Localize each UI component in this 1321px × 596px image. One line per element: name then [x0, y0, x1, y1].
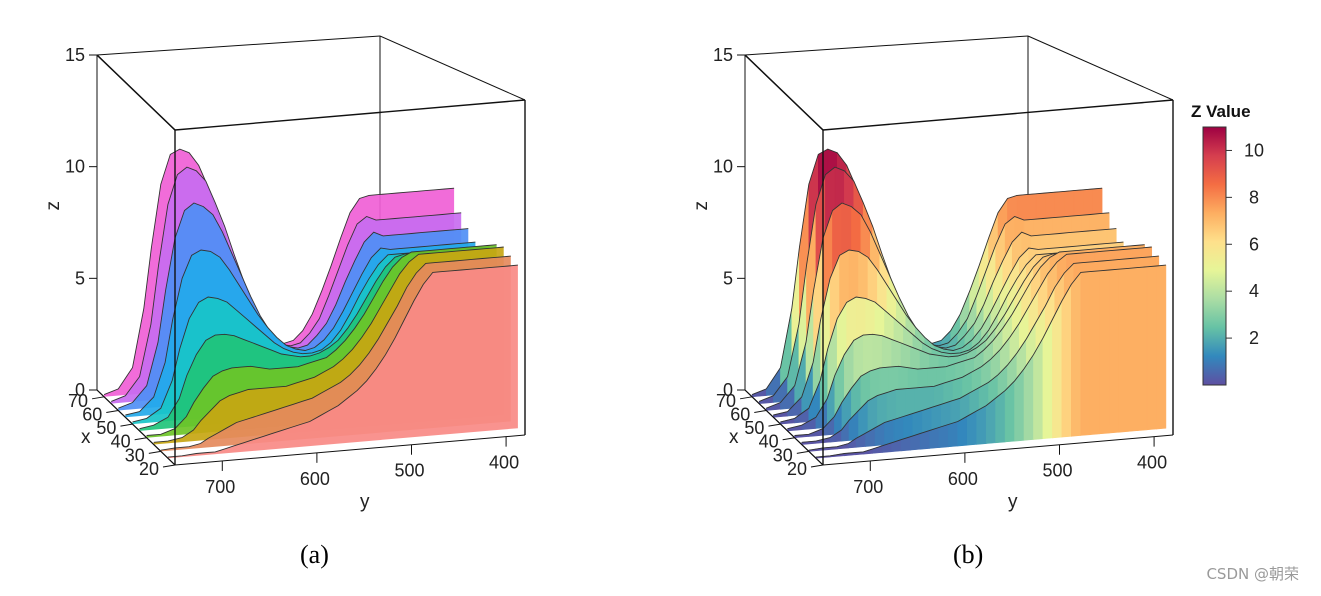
ribbon-strip [1118, 268, 1129, 433]
ribbon-series [103, 148, 518, 459]
x-tick-label: 50 [744, 418, 764, 438]
z-tick-label: 10 [713, 157, 733, 177]
ribbon-series [751, 148, 1167, 459]
y-tick-label: 400 [489, 453, 519, 473]
x-tick-label: 40 [111, 432, 131, 452]
y-tick-label: 600 [948, 469, 978, 489]
x-axis-label: x [81, 427, 91, 448]
ribbon-strip [995, 389, 1006, 444]
ribbon-outline [125, 241, 476, 416]
ribbon-strip [948, 421, 959, 448]
z-tick-label: 0 [723, 380, 733, 400]
ribbon-outline [118, 202, 469, 409]
x-tick-label: 70 [716, 391, 736, 411]
ribbon-strip [1089, 270, 1100, 435]
z-axis-label: z [691, 201, 712, 211]
z-tick-label: 5 [75, 268, 85, 288]
colorbar-title: Z Value [1191, 102, 1251, 121]
ribbon-outline [815, 264, 1166, 458]
x-axis-label: x [729, 427, 739, 448]
ribbon-strip [929, 427, 940, 449]
ribbon-strip [1080, 271, 1091, 436]
y-tick-label: 500 [1042, 461, 1072, 481]
ribbon-strip [1137, 266, 1148, 431]
colorbar-tick-label: 4 [1249, 281, 1259, 301]
ribbon-strip [884, 419, 895, 446]
colorbar-tick-label: 2 [1249, 328, 1259, 348]
ribbon-strip [1127, 267, 1138, 432]
ribbon-strip [1004, 380, 1015, 443]
ribbon-x-25 [167, 264, 518, 459]
ribbon-outline [160, 255, 511, 451]
colorbar: Z Value 2 4 6 8 10 [1191, 102, 1264, 386]
y-tick-label: 400 [1137, 453, 1167, 473]
watermark: CSDN @朝荣 [1206, 565, 1299, 583]
ribbon-outline [167, 264, 518, 458]
x-tick-label: 60 [730, 404, 750, 424]
ribbon-strip [966, 410, 978, 446]
ribbon-outline [808, 255, 1159, 451]
z-axis-label: z [43, 201, 64, 211]
y-axis: 700 600 500 400 y [853, 436, 1167, 513]
box-front-edges [744, 54, 1174, 466]
colorbar-tick-label: 8 [1249, 187, 1259, 207]
ribbon-outline [153, 246, 504, 443]
z-tick-label: 0 [75, 380, 85, 400]
ribbon-strip [1042, 319, 1053, 440]
colorbar-gradient [1202, 126, 1227, 386]
ribbon-strip [1033, 337, 1044, 440]
x-tick-label: 70 [68, 391, 88, 411]
y-axis-label: y [1008, 492, 1018, 513]
ribbon-strip [1108, 268, 1119, 434]
y-tick-label: 500 [394, 461, 424, 481]
colorbar-tick-label: 6 [1249, 234, 1259, 254]
x-tick-label: 40 [759, 432, 779, 452]
y-tick-label: 600 [300, 469, 330, 489]
ribbon-outline [759, 166, 1110, 402]
ribbon-strip [1146, 265, 1157, 431]
x-tick-label: 60 [82, 404, 102, 424]
x-tick-label: 30 [773, 445, 793, 465]
x-tick-label: 30 [125, 445, 145, 465]
ribbon-strip [1071, 271, 1082, 437]
ribbon-fill [167, 265, 518, 459]
y-tick-label: 700 [853, 477, 883, 497]
z-tick-label: 10 [65, 157, 85, 177]
ribbon-outline [773, 241, 1124, 416]
y-tick-label: 700 [205, 477, 235, 497]
z-tick-label: 15 [713, 45, 733, 65]
ribbon-x-25 [815, 264, 1167, 459]
ribbon-strip [938, 424, 949, 448]
y-axis: 700 600 500 400 y [205, 436, 519, 513]
y-axis-label: y [360, 492, 370, 513]
z-tick-label: 5 [723, 268, 733, 288]
ribbon-outline [766, 202, 1117, 409]
x-tick-label: 20 [787, 459, 807, 479]
ribbon-outline [111, 166, 462, 402]
z-tick-label: 15 [65, 45, 85, 65]
z-axis: 0 5 10 15 z [691, 45, 745, 400]
z-axis: 0 5 10 15 z [43, 45, 97, 400]
ribbon-strip [1156, 264, 1167, 430]
caption-a: (a) [300, 540, 329, 569]
x-tick-label: 50 [96, 418, 116, 438]
ribbon-outline [146, 244, 497, 436]
x-tick-label: 20 [139, 459, 159, 479]
ribbon-strip [1099, 269, 1110, 435]
ribbon-outline [794, 244, 1145, 436]
colorbar-tick-label: 10 [1244, 140, 1264, 160]
ribbon-strip [976, 405, 987, 445]
ribbon-strip [1061, 283, 1072, 438]
ribbon-outline [801, 246, 1152, 443]
box-front-edges [96, 54, 526, 466]
ribbon-strip [1052, 300, 1063, 439]
caption-b: (b) [953, 540, 984, 569]
